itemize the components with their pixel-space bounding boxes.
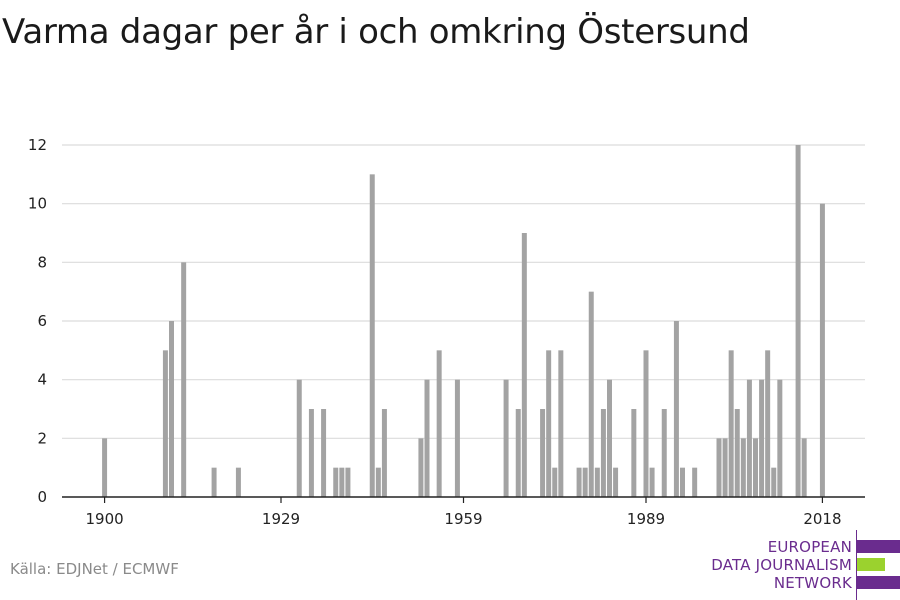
y-tick-label: 4 <box>37 371 47 389</box>
bar-1987 <box>631 409 637 497</box>
bar-1974 <box>552 467 558 497</box>
y-tick-label: 10 <box>28 195 47 213</box>
x-tick-label: 1959 <box>444 510 482 528</box>
bar-2003 <box>728 350 734 497</box>
bar-2011 <box>777 379 783 497</box>
bar-2008 <box>759 379 765 497</box>
bar-1939 <box>339 467 345 497</box>
bar-chart: 0 2 4 6 8 10 12 1900 1929 1959 1989 2018 <box>28 136 865 528</box>
bar-1975 <box>558 350 564 497</box>
bar-2007 <box>753 438 758 497</box>
bar-1900 <box>102 438 108 497</box>
bar-2018 <box>819 203 825 497</box>
bar-2001 <box>716 438 722 497</box>
logo-line-3: NETWORK <box>773 574 852 592</box>
bar-2010 <box>771 467 777 497</box>
bar-1922 <box>235 467 241 497</box>
logo-text: EUROPEAN DATA JOURNALISM NETWORK <box>711 538 852 592</box>
y-tick-label: 0 <box>37 488 47 506</box>
logo-line-2: DATA JOURNALISM <box>711 556 852 574</box>
bar-1910 <box>162 350 168 497</box>
bar-1945 <box>375 467 381 497</box>
bar-2005 <box>740 438 746 497</box>
bar-1953 <box>424 379 430 497</box>
bar-1990 <box>649 467 655 497</box>
bar-1995 <box>680 467 685 497</box>
bar-1981 <box>594 467 600 497</box>
gridlines <box>62 144 865 439</box>
logo-line-1: EUROPEAN <box>767 538 852 556</box>
chart-title: Varma dagar per år i och omkring Östersu… <box>2 12 750 52</box>
bar-1968 <box>515 409 521 497</box>
bar-2006 <box>746 379 752 497</box>
bar-1918 <box>211 467 217 497</box>
bar-1984 <box>613 467 619 497</box>
logo-bar-bottom <box>857 576 900 589</box>
bar-1983 <box>607 379 612 497</box>
bar-1936 <box>321 409 327 497</box>
bar-1989 <box>643 350 649 497</box>
bar-2015 <box>801 438 807 497</box>
bar-1913 <box>181 262 187 497</box>
bar-1938 <box>333 467 339 497</box>
bar-1940 <box>345 467 351 497</box>
logo-bar-top <box>857 540 900 553</box>
bar-1958 <box>454 379 460 497</box>
y-tick-label: 6 <box>37 312 47 330</box>
bar-1978 <box>576 467 582 497</box>
x-tick-label: 1989 <box>627 510 665 528</box>
bars <box>102 145 825 498</box>
bar-1997 <box>692 467 698 497</box>
bar-1934 <box>308 409 314 497</box>
y-axis-labels: 0 2 4 6 8 10 12 <box>28 136 47 506</box>
y-tick-label: 12 <box>28 136 47 154</box>
bar-2004 <box>734 409 740 497</box>
bar-1969 <box>521 233 527 497</box>
bar-1952 <box>418 438 424 497</box>
source-note: Källa: EDJNet / ECMWF <box>10 560 179 578</box>
bar-1955 <box>436 350 442 497</box>
x-tick-label: 2018 <box>803 510 841 528</box>
x-tick-label: 1900 <box>85 510 123 528</box>
bar-1982 <box>600 409 606 497</box>
edjnet-logo: EUROPEAN DATA JOURNALISM NETWORK <box>700 530 900 600</box>
bar-2009 <box>765 350 771 497</box>
y-tick-label: 8 <box>37 253 47 271</box>
bar-2014 <box>795 145 801 497</box>
bar-1932 <box>296 379 302 497</box>
bar-1980 <box>588 291 594 497</box>
bar-1979 <box>582 467 588 497</box>
x-axis: 1900 1929 1959 1989 2018 <box>62 496 865 528</box>
bar-1973 <box>546 350 552 497</box>
logo-bar-middle <box>857 558 885 571</box>
bar-2002 <box>722 438 728 497</box>
bar-1966 <box>503 379 509 497</box>
x-tick-label: 1929 <box>262 510 300 528</box>
bar-1946 <box>381 409 387 497</box>
bar-1972 <box>540 409 546 497</box>
bar-1994 <box>673 321 679 497</box>
logo-divider <box>856 530 857 600</box>
y-tick-label: 2 <box>37 429 47 447</box>
bar-1992 <box>661 409 667 497</box>
bar-1944 <box>369 174 375 498</box>
bar-1911 <box>169 321 174 497</box>
